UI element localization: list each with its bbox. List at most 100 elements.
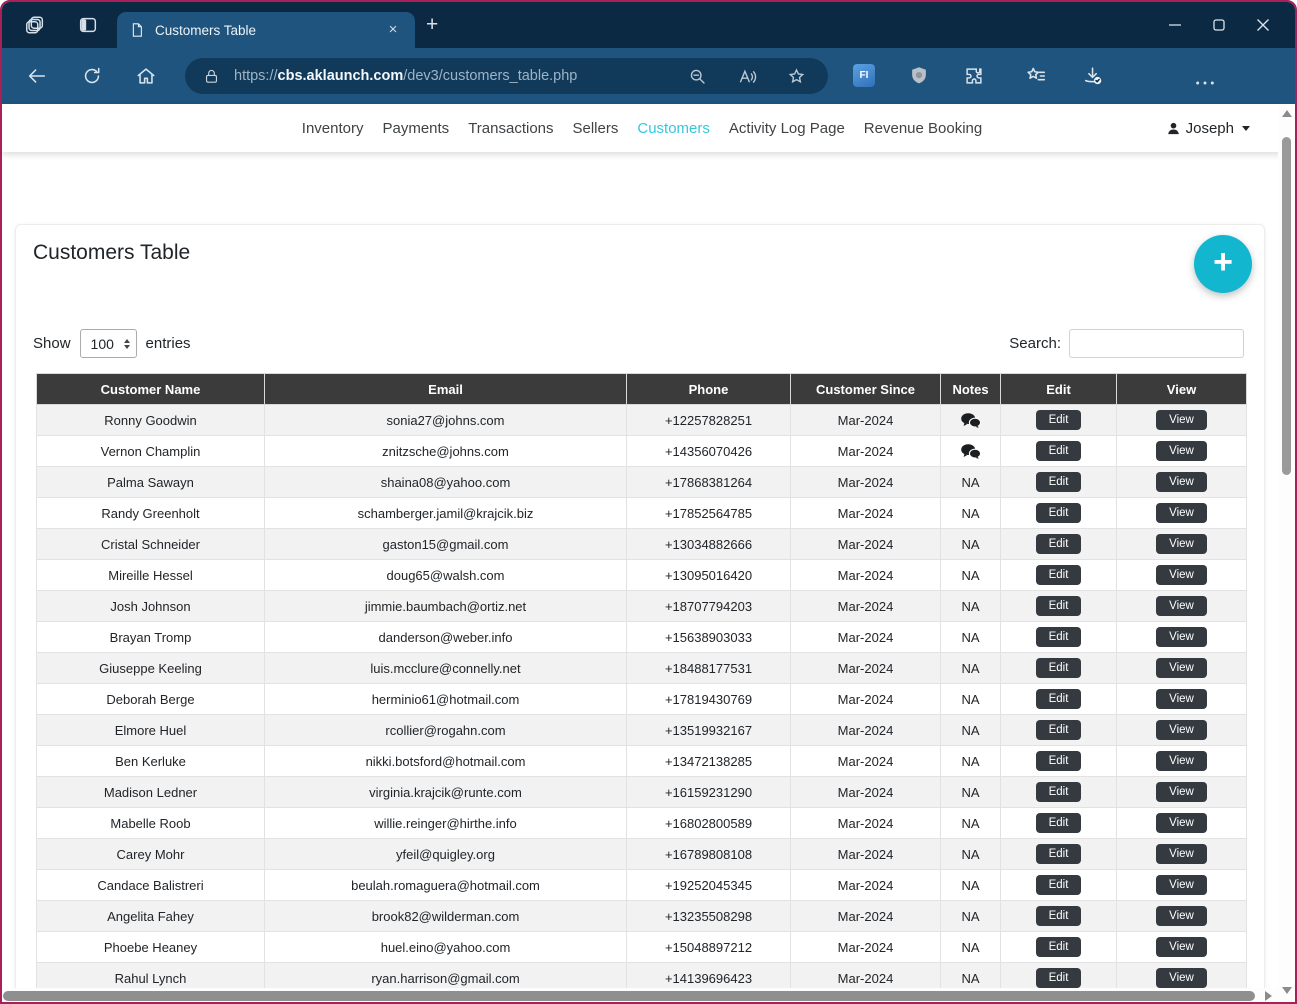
view-button[interactable]: View bbox=[1156, 720, 1207, 740]
horizontal-scrollbar[interactable] bbox=[2, 988, 1282, 1004]
nav-link-customers[interactable]: Customers bbox=[637, 120, 710, 137]
view-button[interactable]: View bbox=[1156, 968, 1207, 988]
cell-view: View bbox=[1117, 777, 1247, 808]
edit-button[interactable]: Edit bbox=[1036, 844, 1082, 864]
tab-actions-icon[interactable] bbox=[77, 14, 99, 36]
edit-button[interactable]: Edit bbox=[1036, 503, 1082, 523]
column-header-phone[interactable]: Phone bbox=[627, 374, 791, 405]
horizontal-scrollbar-thumb[interactable] bbox=[3, 991, 1255, 1001]
vertical-scrollbar-thumb[interactable] bbox=[1282, 137, 1291, 475]
edit-button[interactable]: Edit bbox=[1036, 534, 1082, 554]
search-input[interactable] bbox=[1069, 329, 1244, 358]
view-button[interactable]: View bbox=[1156, 441, 1207, 461]
add-customer-button[interactable]: + bbox=[1194, 235, 1252, 293]
view-button[interactable]: View bbox=[1156, 534, 1207, 554]
nav-link-transactions[interactable]: Transactions bbox=[468, 120, 553, 137]
extensions-puzzle-icon[interactable] bbox=[963, 65, 985, 87]
nav-link-payments[interactable]: Payments bbox=[382, 120, 449, 137]
edit-button[interactable]: Edit bbox=[1036, 596, 1082, 616]
minimize-button[interactable] bbox=[1153, 2, 1197, 48]
cell-notes: NA bbox=[941, 746, 1001, 777]
scroll-down-arrow-icon[interactable] bbox=[1282, 987, 1292, 994]
cell-edit: Edit bbox=[1001, 808, 1117, 839]
back-icon[interactable] bbox=[26, 65, 48, 87]
collections-icon[interactable] bbox=[1025, 65, 1047, 87]
view-button[interactable]: View bbox=[1156, 937, 1207, 957]
view-button[interactable]: View bbox=[1156, 503, 1207, 523]
settings-ellipsis-icon[interactable] bbox=[1194, 72, 1216, 94]
nav-link-revenue-booking[interactable]: Revenue Booking bbox=[864, 120, 982, 137]
column-header-email[interactable]: Email bbox=[265, 374, 627, 405]
edit-button[interactable]: Edit bbox=[1036, 441, 1082, 461]
edit-button[interactable]: Edit bbox=[1036, 627, 1082, 647]
column-header-customer-since[interactable]: Customer Since bbox=[791, 374, 941, 405]
table-row: Vernon Champlinznitzsche@johns.com+14356… bbox=[37, 436, 1247, 467]
view-button[interactable]: View bbox=[1156, 844, 1207, 864]
browser-tab[interactable]: Customers Table × bbox=[117, 12, 415, 48]
workspaces-icon[interactable] bbox=[24, 14, 46, 36]
view-button[interactable]: View bbox=[1156, 782, 1207, 802]
scroll-up-arrow-icon[interactable] bbox=[1282, 110, 1292, 117]
edit-button[interactable]: Edit bbox=[1036, 782, 1082, 802]
column-header-view[interactable]: View bbox=[1117, 374, 1247, 405]
view-button[interactable]: View bbox=[1156, 751, 1207, 771]
view-button[interactable]: View bbox=[1156, 410, 1207, 430]
home-icon[interactable] bbox=[135, 65, 157, 87]
column-header-edit[interactable]: Edit bbox=[1001, 374, 1117, 405]
edit-button[interactable]: Edit bbox=[1036, 658, 1082, 678]
view-button[interactable]: View bbox=[1156, 596, 1207, 616]
edit-button[interactable]: Edit bbox=[1036, 968, 1082, 988]
cell-edit: Edit bbox=[1001, 839, 1117, 870]
fake-filler-extension-icon[interactable]: FI bbox=[853, 64, 875, 87]
entries-select[interactable]: 100 bbox=[80, 329, 137, 358]
edit-button[interactable]: Edit bbox=[1036, 937, 1082, 957]
shield-extension-icon[interactable] bbox=[908, 65, 930, 87]
cell-customer-name: Palma Sawayn bbox=[37, 467, 265, 498]
edit-button[interactable]: Edit bbox=[1036, 410, 1082, 430]
edit-button[interactable]: Edit bbox=[1036, 875, 1082, 895]
edit-button[interactable]: Edit bbox=[1036, 472, 1082, 492]
cell-edit: Edit bbox=[1001, 932, 1117, 963]
view-button[interactable]: View bbox=[1156, 565, 1207, 585]
edit-button[interactable]: Edit bbox=[1036, 906, 1082, 926]
user-menu[interactable]: Joseph bbox=[1166, 104, 1250, 152]
downloads-icon[interactable] bbox=[1082, 65, 1104, 87]
nav-link-activity-log-page[interactable]: Activity Log Page bbox=[729, 120, 845, 137]
notes-chat-icon[interactable] bbox=[961, 444, 981, 459]
edit-button[interactable]: Edit bbox=[1036, 720, 1082, 740]
view-button[interactable]: View bbox=[1156, 875, 1207, 895]
edit-button[interactable]: Edit bbox=[1036, 565, 1082, 585]
cell-email: nikki.botsford@hotmail.com bbox=[265, 746, 627, 777]
view-button[interactable]: View bbox=[1156, 658, 1207, 678]
view-button[interactable]: View bbox=[1156, 689, 1207, 709]
view-button[interactable]: View bbox=[1156, 813, 1207, 833]
edit-button[interactable]: Edit bbox=[1036, 751, 1082, 771]
new-tab-button[interactable]: + bbox=[426, 15, 438, 35]
read-aloud-icon[interactable] bbox=[738, 67, 757, 86]
edit-button[interactable]: Edit bbox=[1036, 813, 1082, 833]
maximize-button[interactable] bbox=[1197, 2, 1241, 48]
view-button[interactable]: View bbox=[1156, 906, 1207, 926]
edit-button[interactable]: Edit bbox=[1036, 689, 1082, 709]
scroll-right-arrow-icon[interactable] bbox=[1265, 991, 1272, 1001]
cell-email: doug65@walsh.com bbox=[265, 560, 627, 591]
notes-chat-icon[interactable] bbox=[961, 413, 981, 428]
cell-customer-since: Mar-2024 bbox=[791, 746, 941, 777]
lock-icon[interactable] bbox=[203, 68, 220, 85]
zoom-out-icon[interactable] bbox=[688, 67, 707, 86]
view-button[interactable]: View bbox=[1156, 472, 1207, 492]
vertical-scrollbar[interactable] bbox=[1278, 104, 1295, 1002]
view-button[interactable]: View bbox=[1156, 627, 1207, 647]
nav-link-sellers[interactable]: Sellers bbox=[573, 120, 619, 137]
address-bar[interactable]: https://cbs.aklaunch.com/dev3/customers_… bbox=[185, 58, 828, 94]
cell-view: View bbox=[1117, 560, 1247, 591]
favorite-star-icon[interactable] bbox=[787, 67, 806, 86]
search-label: Search: bbox=[1009, 335, 1061, 352]
refresh-icon[interactable] bbox=[81, 65, 103, 87]
cell-customer-since: Mar-2024 bbox=[791, 684, 941, 715]
tab-close-icon[interactable]: × bbox=[383, 20, 403, 40]
close-button[interactable] bbox=[1241, 2, 1285, 48]
nav-link-inventory[interactable]: Inventory bbox=[302, 120, 364, 137]
column-header-notes[interactable]: Notes bbox=[941, 374, 1001, 405]
column-header-customer-name[interactable]: Customer Name bbox=[37, 374, 265, 405]
